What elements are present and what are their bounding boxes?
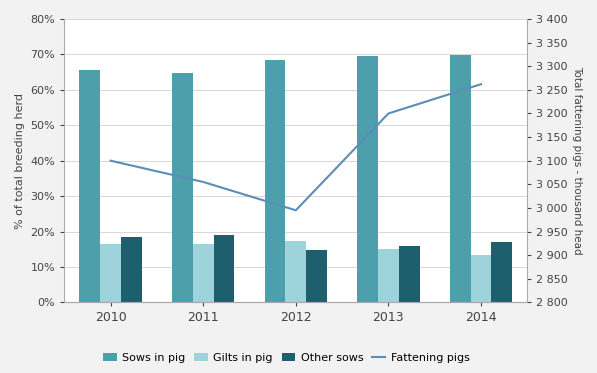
- Bar: [357, 56, 378, 303]
- Bar: [193, 244, 214, 303]
- Fattening pigs: [107, 159, 114, 163]
- Bar: [450, 55, 470, 303]
- Bar: [172, 73, 193, 303]
- Y-axis label: % of total breeding herd: % of total breeding herd: [15, 93, 25, 229]
- Bar: [264, 60, 285, 303]
- Bar: [100, 244, 121, 303]
- Bar: [306, 250, 327, 303]
- Bar: [214, 235, 235, 303]
- Line: Fattening pigs: Fattening pigs: [110, 84, 481, 210]
- Y-axis label: Total fattening pigs - thousand head: Total fattening pigs - thousand head: [572, 66, 582, 255]
- Fattening pigs: [478, 82, 485, 87]
- Bar: [491, 242, 512, 303]
- Legend: Sows in pig, Gilts in pig, Other sows, Fattening pigs: Sows in pig, Gilts in pig, Other sows, F…: [99, 348, 474, 367]
- Bar: [378, 248, 399, 303]
- Fattening pigs: [199, 180, 207, 184]
- Bar: [121, 237, 142, 303]
- Bar: [399, 247, 420, 303]
- Bar: [470, 255, 491, 303]
- Bar: [79, 70, 100, 303]
- Bar: [285, 241, 306, 303]
- Fattening pigs: [385, 111, 392, 116]
- Fattening pigs: [293, 208, 300, 213]
